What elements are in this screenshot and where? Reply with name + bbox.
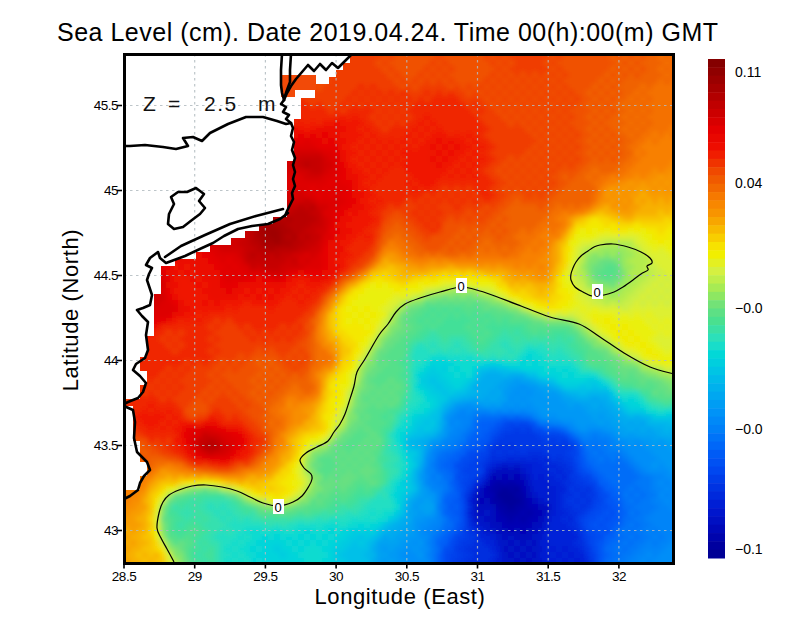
svg-text:32: 32 <box>612 569 626 584</box>
svg-text:0: 0 <box>457 279 464 294</box>
svg-text:Latitude (North): Latitude (North) <box>58 229 83 391</box>
svg-text:−0.0: −0.0 <box>735 421 763 437</box>
svg-text:45.5: 45.5 <box>94 98 118 113</box>
svg-text:Sea Level (cm). Date 2019.04.2: Sea Level (cm). Date 2019.04.24. Time 00… <box>57 18 718 46</box>
svg-text:29: 29 <box>188 569 202 584</box>
svg-text:28.5: 28.5 <box>112 569 136 584</box>
svg-text:Longitude (East): Longitude (East) <box>314 584 485 609</box>
svg-text:31.5: 31.5 <box>536 569 560 584</box>
svg-text:30: 30 <box>329 569 343 584</box>
svg-text:44: 44 <box>104 353 119 368</box>
svg-text:0.04: 0.04 <box>735 175 762 191</box>
svg-text:43: 43 <box>104 523 118 538</box>
svg-text:0: 0 <box>274 500 281 515</box>
svg-text:−0.0: −0.0 <box>735 300 763 316</box>
svg-text:31: 31 <box>470 569 484 584</box>
svg-text:−0.1: −0.1 <box>735 541 763 557</box>
svg-text:29.5: 29.5 <box>253 569 277 584</box>
svg-text:45: 45 <box>104 183 118 198</box>
svg-text:0: 0 <box>593 285 600 300</box>
svg-text:44.5: 44.5 <box>94 268 118 283</box>
svg-text:43.5: 43.5 <box>94 438 118 453</box>
svg-text:30.5: 30.5 <box>395 569 419 584</box>
svg-text:0.11: 0.11 <box>735 64 761 80</box>
